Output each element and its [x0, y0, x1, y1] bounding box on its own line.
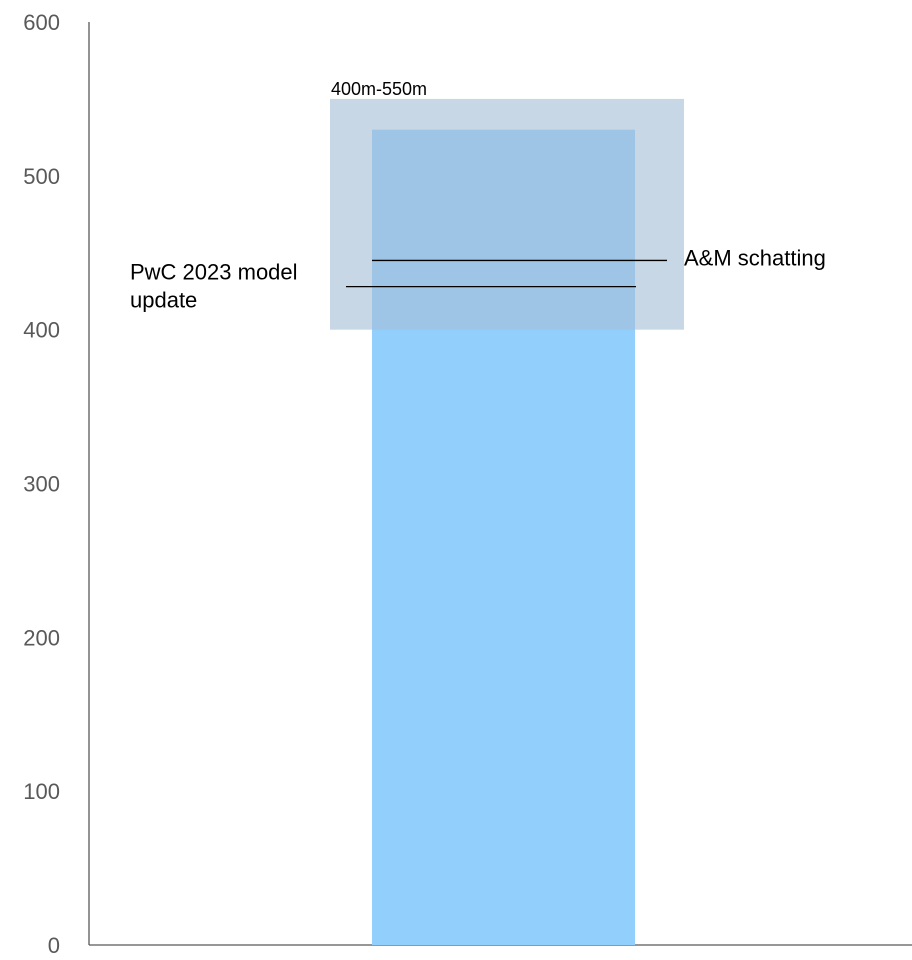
- y-tick-label-200: 200: [23, 625, 60, 650]
- range-band-label: 400m-550m: [331, 79, 427, 99]
- y-tick-label-300: 300: [23, 472, 60, 497]
- marker-label-pwc-line-2: update: [130, 288, 197, 313]
- y-axis-tick-labels: 0 100 200 300 400 500 600: [23, 10, 60, 958]
- marker-label-pwc-2023: PwC 2023 model update: [130, 260, 304, 313]
- marker-label-am-schatting: A&M schatting: [684, 245, 826, 270]
- range-band: [330, 98, 684, 330]
- y-tick-label-100: 100: [23, 779, 60, 804]
- y-tick-label-500: 500: [23, 164, 60, 189]
- marker-label-pwc-line-1: PwC 2023 model: [130, 260, 298, 285]
- y-tick-label-0: 0: [48, 933, 60, 958]
- y-tick-label-400: 400: [23, 318, 60, 343]
- y-tick-label-600: 600: [23, 10, 60, 35]
